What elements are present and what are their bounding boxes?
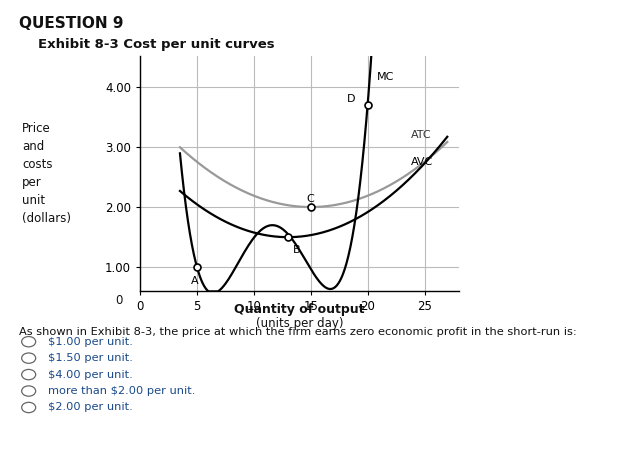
Text: AVC: AVC	[411, 157, 433, 167]
Text: B: B	[292, 245, 300, 255]
Text: $1.00 per unit.: $1.00 per unit.	[48, 337, 132, 347]
Text: D: D	[347, 94, 355, 103]
Text: Quantity of output: Quantity of output	[234, 303, 364, 316]
Text: ATC: ATC	[411, 130, 431, 140]
Text: MC: MC	[376, 72, 394, 83]
Text: $4.00 per unit.: $4.00 per unit.	[48, 369, 132, 380]
Text: QUESTION 9: QUESTION 9	[19, 16, 124, 31]
Text: more than $2.00 per unit.: more than $2.00 per unit.	[48, 386, 195, 396]
Text: 0: 0	[116, 294, 123, 307]
Text: As shown in Exhibit 8-3, the price at which the firm earns zero economic profit : As shown in Exhibit 8-3, the price at wh…	[19, 327, 577, 337]
Text: A: A	[191, 275, 199, 286]
Text: (units per day): (units per day)	[255, 317, 343, 330]
Text: Exhibit 8-3 Cost per unit curves: Exhibit 8-3 Cost per unit curves	[38, 38, 275, 51]
Text: $1.50 per unit.: $1.50 per unit.	[48, 353, 132, 363]
Text: Price
and
costs
per
unit
(dollars): Price and costs per unit (dollars)	[22, 122, 71, 226]
Text: $2.00 per unit.: $2.00 per unit.	[48, 402, 132, 413]
Text: C: C	[306, 194, 314, 204]
